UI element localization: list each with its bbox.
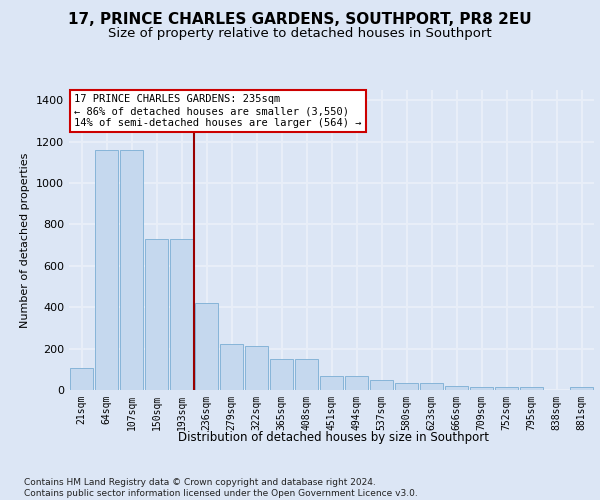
Bar [295, 359, 318, 390]
Text: 17, PRINCE CHARLES GARDENS, SOUTHPORT, PR8 2EU: 17, PRINCE CHARLES GARDENS, SOUTHPORT, P… [68, 12, 532, 28]
Bar [220, 344, 243, 390]
Bar [245, 346, 268, 390]
Text: 17 PRINCE CHARLES GARDENS: 235sqm
← 86% of detached houses are smaller (3,550)
1: 17 PRINCE CHARLES GARDENS: 235sqm ← 86% … [74, 94, 362, 128]
Bar [495, 387, 518, 390]
Bar [170, 239, 193, 390]
Bar [345, 376, 368, 390]
Text: Distribution of detached houses by size in Southport: Distribution of detached houses by size … [178, 431, 488, 444]
Bar [470, 387, 493, 390]
Y-axis label: Number of detached properties: Number of detached properties [20, 152, 31, 328]
Bar [320, 376, 343, 390]
Bar [520, 387, 543, 390]
Bar [395, 383, 418, 390]
Bar [445, 386, 468, 390]
Bar [120, 150, 143, 390]
Bar [570, 387, 593, 390]
Bar [195, 303, 218, 390]
Text: Size of property relative to detached houses in Southport: Size of property relative to detached ho… [108, 28, 492, 40]
Bar [270, 359, 293, 390]
Bar [95, 150, 118, 390]
Bar [420, 383, 443, 390]
Bar [145, 239, 168, 390]
Text: Contains HM Land Registry data © Crown copyright and database right 2024.
Contai: Contains HM Land Registry data © Crown c… [24, 478, 418, 498]
Bar [70, 368, 93, 390]
Bar [370, 380, 393, 390]
